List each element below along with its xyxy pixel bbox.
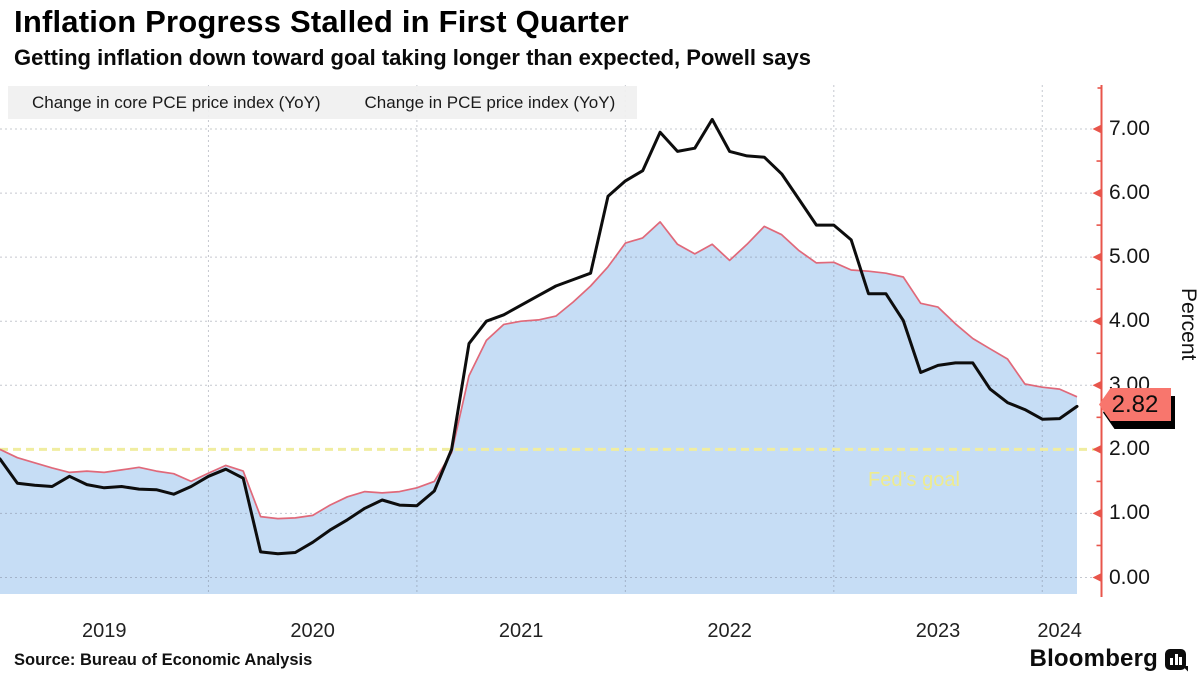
major-tick-arrow-icon — [1092, 572, 1103, 583]
x-tick-label: 2020 — [290, 620, 335, 642]
y-tick-label: 2.00 — [1109, 437, 1150, 461]
x-tick-label: 2022 — [707, 620, 752, 642]
core-pce-line — [0, 221, 1078, 520]
major-tick-arrow-icon — [1092, 380, 1103, 391]
major-tick-arrow-icon — [1092, 188, 1103, 199]
y-tick-label: 7.00 — [1109, 117, 1150, 140]
legend-swatch-pce-icon — [347, 96, 360, 109]
legend-label-core-pce: Change in core PCE price index (YoY) — [32, 92, 321, 112]
y-tick-label: 0.00 — [1109, 565, 1150, 589]
y-axis-title: Percent — [1177, 288, 1200, 361]
page-title: Inflation Progress Stalled in First Quar… — [14, 4, 629, 39]
page-subtitle: Getting inflation down toward goal takin… — [14, 45, 811, 70]
core-pce-area-fill — [0, 221, 1077, 594]
legend: Change in core PCE price index (YoY) Cha… — [8, 86, 638, 119]
latest-value-flag: 2.82 — [1099, 388, 1171, 421]
major-tick-arrow-icon — [1092, 124, 1103, 135]
bloomberg-icon — [1165, 648, 1188, 672]
legend-swatch-core-pce-icon — [14, 96, 27, 109]
x-tick-label: 2024 — [1037, 620, 1082, 642]
bloomberg-wordmark: Bloomberg — [1029, 645, 1158, 672]
x-tick-label: 2023 — [915, 620, 961, 642]
major-tick-arrow-icon — [1092, 252, 1103, 263]
legend-item-core-pce: Change in core PCE price index (YoY) — [14, 93, 321, 113]
y-tick-label: 6.00 — [1109, 181, 1150, 205]
major-tick-arrow-icon — [1092, 316, 1103, 327]
legend-label-pce: Change in PCE price index (YoY) — [364, 92, 616, 112]
y-tick-label: 5.00 — [1109, 245, 1150, 269]
source-note: Source: Bureau of Economic Analysis — [14, 651, 313, 669]
x-tick-label: 2019 — [81, 620, 127, 642]
fed-goal-annotation: Fed’s goal — [868, 469, 960, 491]
pce-line — [0, 117, 1079, 556]
y-tick-label: 1.00 — [1109, 501, 1150, 525]
major-tick-arrow-icon — [1092, 444, 1103, 455]
bloomberg-logo: Bloomberg — [1029, 645, 1188, 673]
legend-item-pce: Change in PCE price index (YoY) — [347, 93, 616, 113]
y-tick-label: 4.00 — [1109, 309, 1150, 333]
x-tick-label: 2021 — [498, 620, 544, 642]
major-tick-arrow-icon — [1092, 508, 1103, 519]
